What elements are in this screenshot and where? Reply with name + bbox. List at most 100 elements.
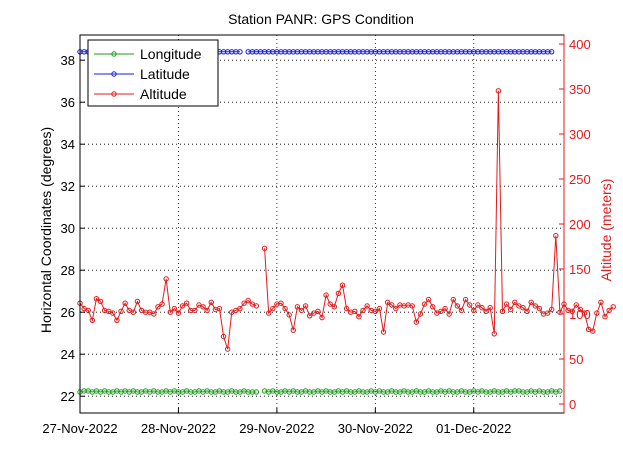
legend-marker-latitude [111, 71, 117, 77]
altitude-point [356, 314, 362, 320]
altitude-point [450, 296, 456, 303]
axes-layer: 22 24 26 28 30 32 34 36 38 27-Nov-2022 28-Nov-2022… [42, 34, 591, 436]
altitude-point [598, 299, 604, 305]
altitude-point [475, 302, 481, 308]
altitude-point [536, 305, 543, 312]
altitude-point [294, 304, 301, 310]
right-tick-label: 400 [569, 37, 591, 52]
left-tick-label: 30 [61, 221, 75, 236]
altitude-point [360, 307, 366, 314]
altitude-point [413, 319, 420, 325]
altitude-point [499, 308, 506, 314]
left-tick-label: 36 [61, 95, 75, 110]
altitude-point [298, 307, 305, 314]
altitude-point [220, 333, 227, 340]
x-tick-label: 27-Nov-2022 [42, 421, 117, 436]
altitude-point [380, 329, 387, 335]
altitude-point [389, 302, 395, 308]
left-tick-label: 34 [61, 137, 75, 152]
altitude-point [577, 306, 584, 313]
altitude-point [442, 305, 448, 312]
altitude-point [343, 305, 350, 312]
altitude-point [323, 292, 329, 298]
series-longitude [77, 388, 563, 395]
right-tick-label: 350 [569, 82, 591, 97]
altitude-point [237, 305, 243, 312]
altitude-point [224, 346, 231, 352]
legend-label-latitude: Latitude [140, 66, 190, 82]
altitude-point [393, 305, 399, 312]
altitude-point [487, 305, 493, 311]
altitude-point [208, 299, 214, 305]
altitude-point [159, 301, 165, 307]
altitude-point [553, 233, 559, 239]
altitude-point [270, 305, 276, 312]
altitude-point [446, 311, 452, 317]
altitude-point [97, 298, 104, 305]
altitude-point [241, 300, 247, 306]
altitude-point [507, 306, 514, 313]
altitude-point [134, 298, 141, 305]
legend-marker-longitude [111, 51, 117, 57]
altitude-point [290, 327, 296, 333]
altitude-point [602, 314, 608, 320]
altitude-point [528, 299, 534, 305]
left-tick-label: 28 [61, 263, 75, 278]
altitude-point [458, 307, 465, 314]
altitude-point [261, 245, 268, 252]
altitude-point [454, 303, 461, 309]
left-tick-label: 38 [61, 53, 75, 68]
altitude-point [548, 306, 555, 313]
altitude-point [581, 310, 588, 316]
altitude-point [89, 317, 96, 323]
altitude-point [278, 300, 284, 306]
right-tick-label: 250 [569, 172, 591, 187]
altitude-point [364, 303, 370, 309]
altitude-point [200, 304, 206, 310]
altitude-point [171, 305, 178, 312]
altitude-point [319, 314, 325, 321]
altitude-point [520, 305, 526, 311]
altitude-point [594, 310, 600, 316]
altitude-point [286, 312, 292, 318]
altitude-point [483, 308, 489, 314]
altitude-point [384, 299, 391, 305]
chart-title: Station PANR: GPS Condition [228, 11, 414, 27]
altitude-point [430, 304, 436, 310]
altitude-point [163, 276, 169, 282]
altitude-point [569, 308, 575, 314]
altitude-point [590, 328, 596, 334]
altitude-point [532, 303, 538, 309]
right-axis-label: Altitude (meters) [598, 179, 614, 282]
altitude-point [376, 305, 383, 312]
altitude-point [93, 296, 100, 302]
altitude-point [462, 296, 469, 303]
legend-marker-altitude [111, 91, 117, 97]
altitude-point [503, 301, 510, 307]
altitude-point [306, 313, 313, 319]
altitude-point [479, 305, 485, 311]
right-tick-label: 100 [569, 307, 591, 322]
altitude-point [216, 305, 223, 312]
altitude-point [372, 308, 379, 314]
altitude-point [253, 303, 260, 309]
altitude-point [512, 299, 518, 305]
latitude-point [237, 49, 243, 55]
left-tick-label: 22 [61, 389, 75, 404]
altitude-point [204, 307, 210, 314]
altitude-point [122, 300, 128, 306]
altitude-point [466, 302, 473, 308]
altitude-point [110, 310, 116, 316]
altitude-point [175, 310, 182, 316]
longitude-point [557, 388, 563, 394]
right-tick-label: 300 [569, 127, 591, 142]
left-tick-label: 24 [61, 347, 75, 362]
altitude-point [425, 296, 432, 303]
x-tick-label: 30-Nov-2022 [338, 421, 413, 436]
longitude-point [253, 389, 260, 395]
altitude-point [606, 307, 612, 314]
altitude-point [495, 88, 502, 94]
latitude-point [548, 49, 555, 55]
altitude-point [151, 311, 157, 317]
